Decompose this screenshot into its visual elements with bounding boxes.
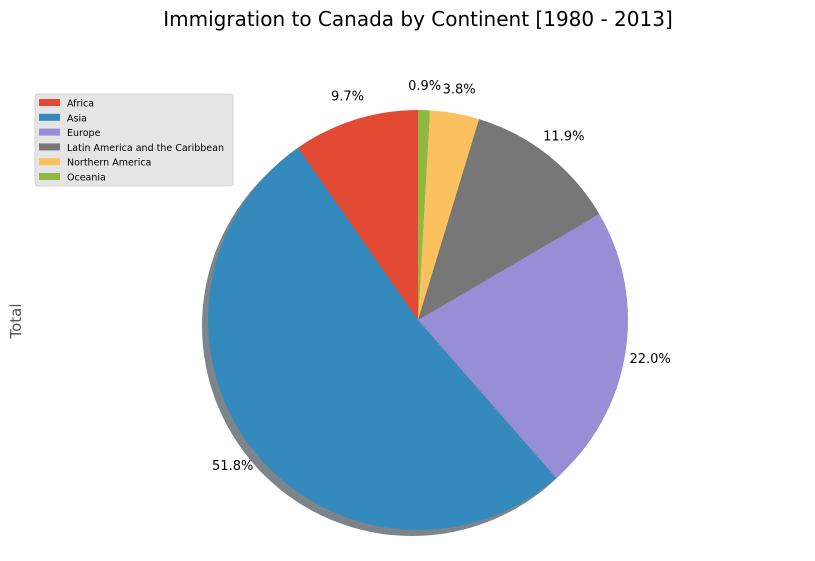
legend-swatch bbox=[39, 173, 60, 180]
legend-label: Latin America and the Caribbean bbox=[67, 143, 224, 154]
pie-value-label: 22.0% bbox=[629, 352, 670, 367]
legend-label: Europe bbox=[67, 128, 101, 139]
legend-swatch bbox=[39, 114, 60, 121]
legend-swatch bbox=[39, 158, 60, 165]
legend-label: Northern America bbox=[67, 158, 151, 169]
legend-label: Oceania bbox=[67, 173, 106, 184]
legend: Africa Asia Europe Latin America and the Ca… bbox=[35, 94, 233, 186]
pie-value-label: 3.8% bbox=[443, 82, 476, 97]
legend-swatch bbox=[39, 143, 60, 150]
pie-slices bbox=[208, 110, 628, 530]
pie-value-label: 9.7% bbox=[331, 90, 364, 105]
pie-value-label: 0.9% bbox=[408, 79, 441, 94]
legend-swatch bbox=[39, 99, 60, 106]
legend-box bbox=[35, 94, 233, 186]
chart-title: Immigration to Canada by Continent [1980… bbox=[163, 7, 673, 31]
legend-label: Africa bbox=[67, 99, 94, 110]
y-axis-label: Total bbox=[7, 303, 25, 339]
pie-value-label: 11.9% bbox=[543, 129, 584, 144]
legend-swatch bbox=[39, 129, 60, 136]
legend-label: Asia bbox=[67, 113, 87, 124]
pie-value-label: 51.8% bbox=[212, 459, 253, 474]
